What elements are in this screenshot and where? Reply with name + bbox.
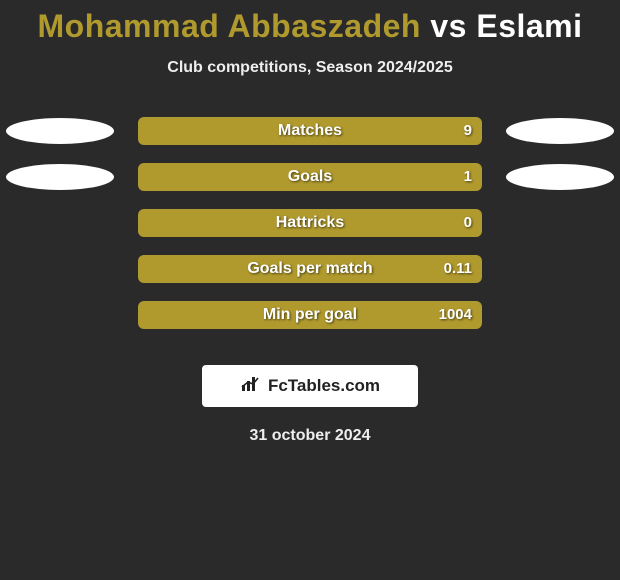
stat-label: Goals <box>138 163 482 191</box>
stat-bar: Goals1 <box>138 163 482 191</box>
stat-value: 1 <box>464 163 472 191</box>
stat-value: 0.11 <box>444 255 472 283</box>
stat-value: 0 <box>464 209 472 237</box>
logo-box[interactable]: FcTables.com <box>202 365 418 407</box>
date-text: 31 october 2024 <box>0 427 620 445</box>
stats-container: Matches9Goals1Hattricks0Goals per match0… <box>0 117 620 347</box>
logo-text: FcTables.com <box>268 376 380 396</box>
stat-label: Min per goal <box>138 301 482 329</box>
stat-label: Matches <box>138 117 482 145</box>
player2-name: Eslami <box>476 8 582 44</box>
stat-bar: Min per goal1004 <box>138 301 482 329</box>
stat-label: Hattricks <box>138 209 482 237</box>
player1-marker <box>6 118 114 144</box>
subtitle: Club competitions, Season 2024/2025 <box>0 59 620 77</box>
player1-marker <box>6 164 114 190</box>
stat-label: Goals per match <box>138 255 482 283</box>
stat-bar: Matches9 <box>138 117 482 145</box>
stat-row: Matches9 <box>0 117 620 163</box>
stat-value: 9 <box>464 117 472 145</box>
stat-bar: Goals per match0.11 <box>138 255 482 283</box>
stat-row: Goals per match0.11 <box>0 255 620 301</box>
vs-text: vs <box>430 8 467 44</box>
stat-bar: Hattricks0 <box>138 209 482 237</box>
stat-value: 1004 <box>439 301 472 329</box>
bar-chart-icon <box>240 375 262 398</box>
player2-marker <box>506 164 614 190</box>
comparison-card: Mohammad Abbaszadeh vs Eslami Club compe… <box>0 0 620 580</box>
stat-row: Min per goal1004 <box>0 301 620 347</box>
player2-marker <box>506 118 614 144</box>
player1-name: Mohammad Abbaszadeh <box>37 8 420 44</box>
stat-row: Goals1 <box>0 163 620 209</box>
page-title: Mohammad Abbaszadeh vs Eslami <box>0 0 620 45</box>
stat-row: Hattricks0 <box>0 209 620 255</box>
